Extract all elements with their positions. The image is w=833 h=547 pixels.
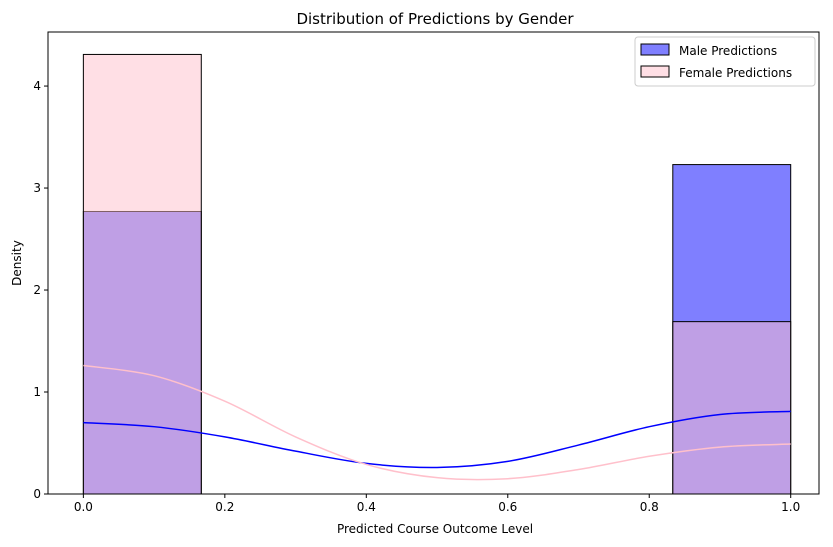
male-kde-line xyxy=(83,410,791,469)
female-kde-line xyxy=(83,364,791,481)
x-tick-label: 0.6 xyxy=(498,500,517,514)
x-tick-label: 0.4 xyxy=(357,500,376,514)
plot-frame xyxy=(47,31,820,495)
legend: Male Predictions Female Predictions xyxy=(634,36,816,87)
female-bar-0 xyxy=(82,53,202,495)
y-tick-label: 1 xyxy=(33,385,41,399)
female-bar-1 xyxy=(672,321,792,495)
bars-layer xyxy=(82,53,792,495)
y-tick-label: 2 xyxy=(33,283,41,297)
x-axis: 0.0 0.2 0.4 0.6 0.8 1.0 xyxy=(74,494,800,514)
x-axis-label: Predicted Course Outcome Level xyxy=(337,522,533,536)
legend-label-male: Male Predictions xyxy=(679,44,777,58)
legend-label-female: Female Predictions xyxy=(679,66,792,80)
y-axis: 0 1 2 3 4 xyxy=(33,79,48,501)
y-tick-label: 0 xyxy=(33,487,41,501)
legend-box xyxy=(634,36,816,87)
y-tick-label: 3 xyxy=(33,181,41,195)
legend-swatch-male xyxy=(640,43,670,56)
kde-layer xyxy=(83,364,791,481)
legend-swatch-female xyxy=(640,65,670,78)
chart-title: Distribution of Predictions by Gender xyxy=(296,10,574,28)
x-tick-label: 0.8 xyxy=(640,500,659,514)
y-axis-label: Density xyxy=(10,240,24,286)
x-tick-label: 0.2 xyxy=(215,500,234,514)
x-tick-label: 0.0 xyxy=(74,500,93,514)
x-tick-label: 1.0 xyxy=(781,500,800,514)
y-tick-label: 4 xyxy=(33,79,41,93)
